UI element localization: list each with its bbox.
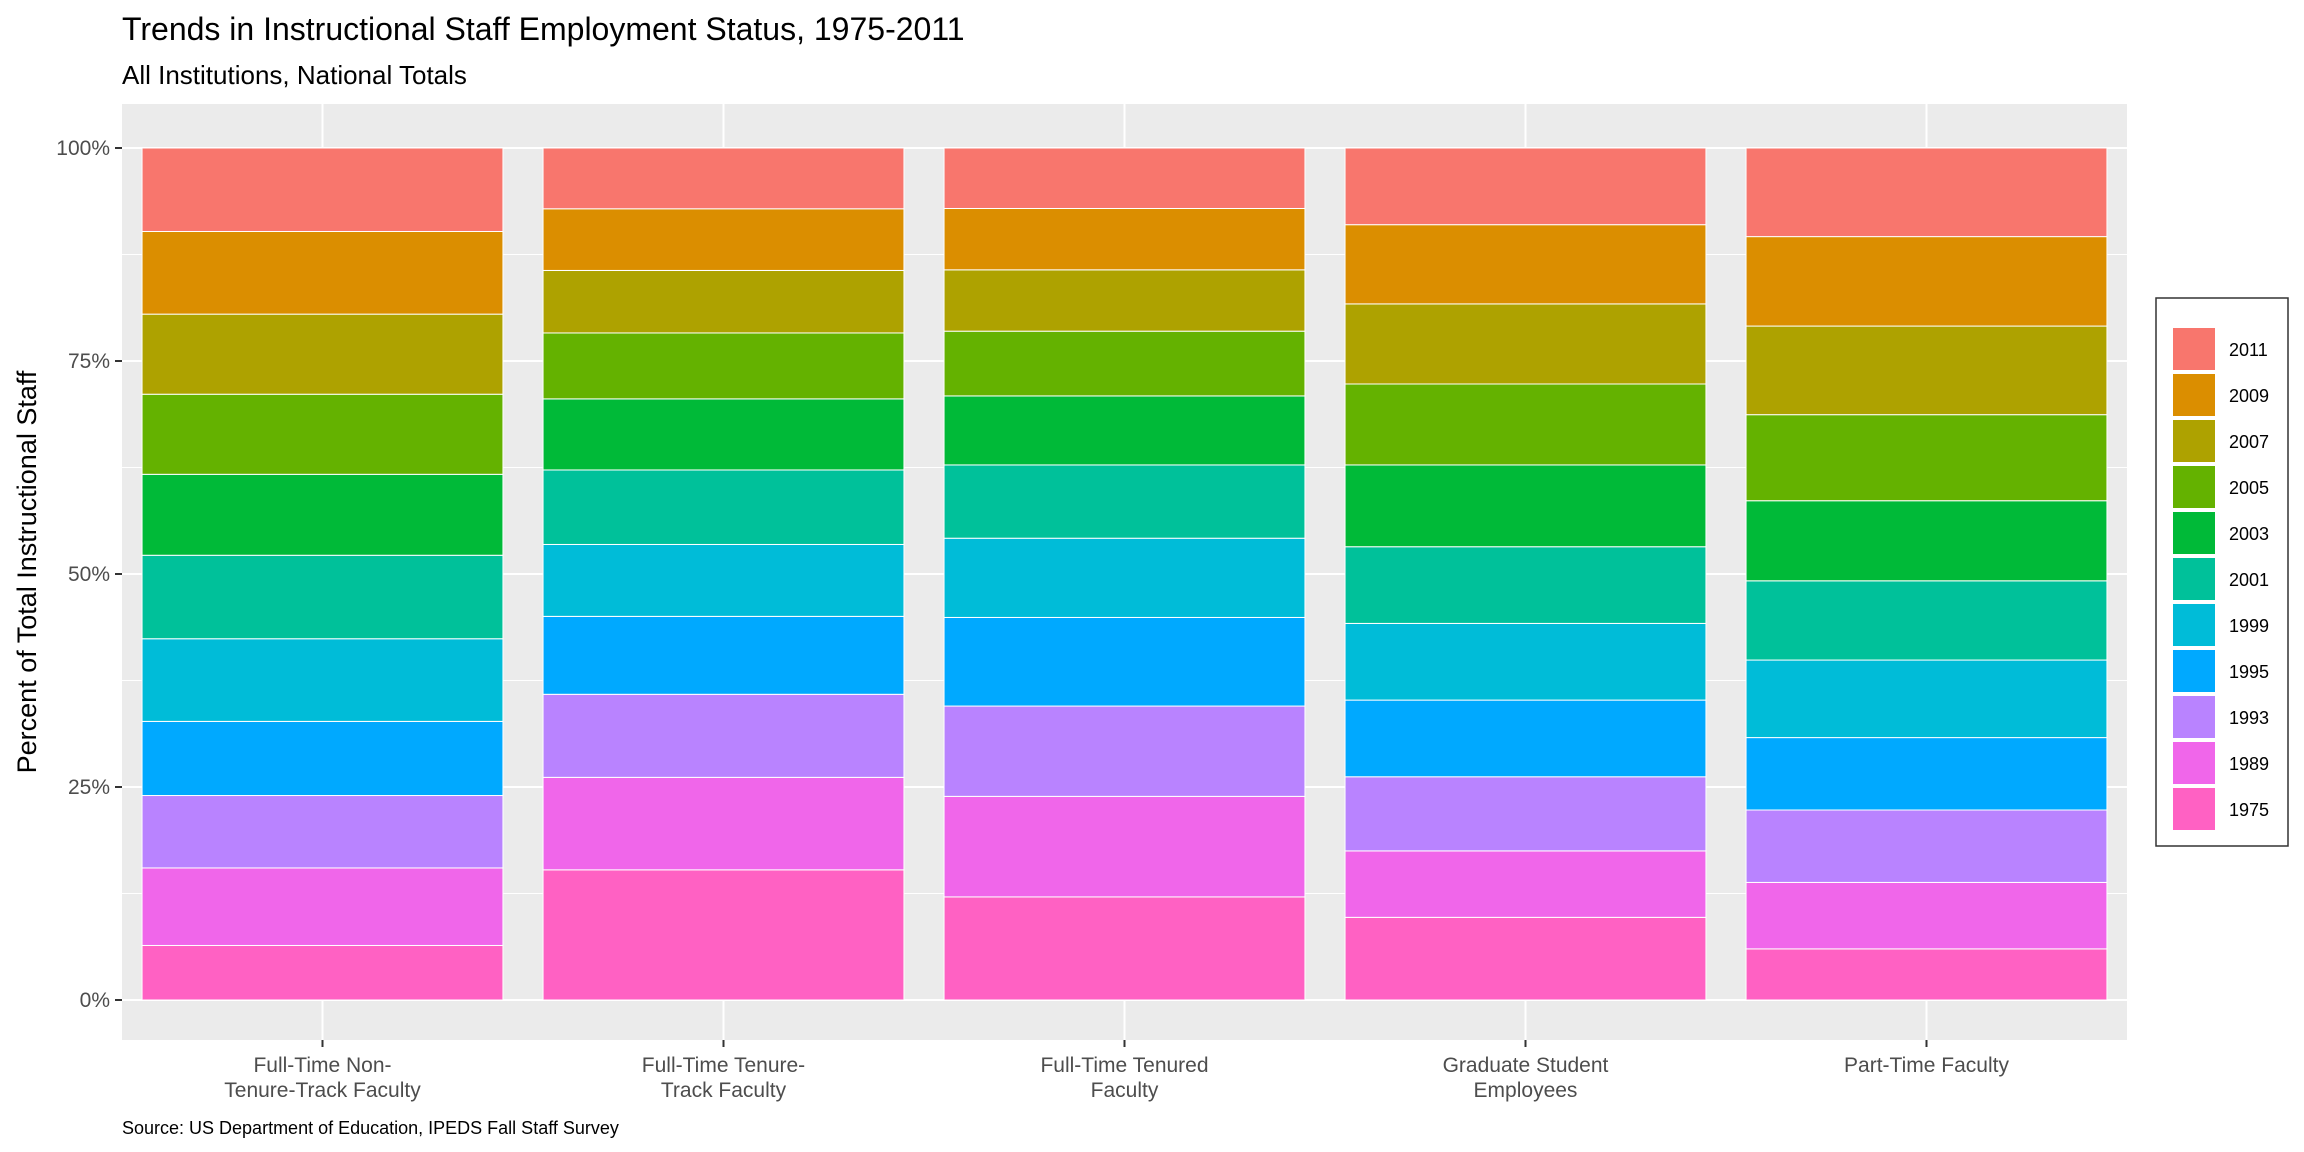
bar-segment-2005-5 [1745, 414, 2108, 502]
bar-segment-2003-5 [1745, 500, 2108, 582]
bar-segment-2009-1 [141, 230, 504, 315]
bar-segment-2011-2 [542, 147, 905, 210]
legend-key-1999 [2173, 604, 2215, 646]
bar-segment-1993-3 [943, 705, 1306, 797]
bar-segment-2011-1 [141, 147, 504, 232]
bar-segment-1975-5 [1745, 948, 2108, 1001]
y-tick-label: 25% [68, 776, 110, 799]
legend-label-1993: 1993 [2229, 708, 2269, 728]
bar-segment-2009-3 [943, 207, 1306, 271]
bars [141, 147, 2108, 1001]
bar-segment-2009-5 [1745, 236, 2108, 327]
bar-segment-2007-2 [542, 269, 905, 334]
legend-key-1989 [2173, 742, 2215, 784]
bar-segment-1995-3 [943, 616, 1306, 707]
y-tick-label: 0% [80, 989, 110, 1012]
bar-segment-1993-5 [1745, 809, 2108, 883]
bar-segment-1975-2 [542, 869, 905, 1001]
x-tick-label: Full-Time Tenured Faculty [1040, 1054, 1208, 1102]
legend-label-1999: 1999 [2229, 616, 2269, 636]
bar-segment-1993-1 [141, 795, 504, 869]
legend-key-2009 [2173, 374, 2215, 416]
bar-segment-1995-5 [1745, 737, 2108, 811]
bar-segment-1989-5 [1745, 881, 2108, 950]
bar-segment-1999-4 [1344, 622, 1707, 701]
x-tick-label: Graduate Student Employees [1443, 1054, 1609, 1102]
bar-segment-2009-4 [1344, 224, 1707, 305]
y-tick-label: 50% [68, 563, 110, 586]
y-axis: 0% 25% 50% 75% 100% [56, 137, 122, 1012]
bar-segment-1999-5 [1745, 659, 2108, 739]
bar-segment-2007-5 [1745, 325, 2108, 416]
bar-segment-2009-2 [542, 208, 905, 271]
bar-segment-1989-3 [943, 795, 1306, 898]
bar-segment-1995-1 [141, 720, 504, 797]
y-tick-label: 100% [56, 137, 110, 160]
bar-segment-2001-2 [542, 469, 905, 545]
bar-segment-1989-2 [542, 776, 905, 871]
legend-key-1995 [2173, 650, 2215, 692]
legend-key-1975 [2173, 788, 2215, 830]
bar-segment-2007-3 [943, 269, 1306, 332]
bar-segment-2005-2 [542, 332, 905, 400]
legend-label-1995: 1995 [2229, 662, 2269, 682]
legend-key-2001 [2173, 558, 2215, 600]
bar-segment-2001-4 [1344, 546, 1707, 624]
bar-segment-2001-1 [141, 554, 504, 640]
bar-segment-1995-2 [542, 615, 905, 695]
x-tick-label: Part-Time Faculty [1844, 1054, 2009, 1077]
y-tick-label: 75% [68, 350, 110, 373]
x-tick-label: Full-Time Tenure-Track Faculty [642, 1054, 805, 1102]
x-tick-label: Full-Time Non-Tenure-Track Faculty [224, 1054, 421, 1102]
bar-segment-2003-4 [1344, 464, 1707, 548]
bar-segment-2011-5 [1745, 147, 2108, 238]
legend-label-2011: 2011 [2229, 340, 2268, 360]
legend-label-2009: 2009 [2229, 386, 2269, 406]
bar-segment-2011-4 [1344, 147, 1707, 226]
bar-segment-2003-3 [943, 395, 1306, 466]
legend-label-1989: 1989 [2229, 754, 2269, 774]
legend-key-2005 [2173, 466, 2215, 508]
bar-segment-2003-2 [542, 398, 905, 471]
legend-key-1993 [2173, 696, 2215, 738]
bar-segment-2011-3 [943, 147, 1306, 209]
bar-segment-2007-1 [141, 313, 504, 395]
bar-segment-1975-4 [1344, 916, 1707, 1001]
bar-segment-1989-4 [1344, 850, 1707, 918]
chart-title: Trends in Instructional Staff Employment… [122, 11, 965, 47]
bar-segment-2005-3 [943, 330, 1306, 397]
legend-key-2007 [2173, 420, 2215, 462]
bar-segment-2005-4 [1344, 383, 1707, 466]
bar-segment-2005-1 [141, 393, 504, 475]
bar-segment-1999-3 [943, 537, 1306, 618]
bar-segment-2003-1 [141, 473, 504, 556]
y-axis-label: Percent of Total Instructional Staff [12, 370, 42, 773]
legend-key-2003 [2173, 512, 2215, 554]
legend-label-2005: 2005 [2229, 478, 2269, 498]
bar-segment-1993-4 [1344, 776, 1707, 852]
chart-subtitle: All Institutions, National Totals [122, 60, 467, 90]
bar-segment-1975-1 [141, 944, 504, 1001]
chart-caption: Source: US Department of Education, IPED… [122, 1118, 619, 1138]
bar-segment-1995-4 [1344, 699, 1707, 778]
legend-label-2001: 2001 [2229, 570, 2269, 590]
legend-key-2011 [2173, 328, 2215, 370]
bar-segment-1993-2 [542, 693, 905, 778]
bar-segment-2001-3 [943, 464, 1306, 539]
bar-segment-1999-2 [542, 543, 905, 617]
legend-label-1975: 1975 [2229, 800, 2269, 820]
x-axis: Full-Time Non-Tenure-Track Faculty Full-T… [224, 1040, 2009, 1102]
legend-label-2007: 2007 [2229, 432, 2269, 452]
bar-segment-1999-1 [141, 638, 504, 722]
bar-segment-1989-1 [141, 867, 504, 946]
bar-segment-1975-3 [943, 896, 1306, 1001]
bar-segment-2007-4 [1344, 303, 1707, 385]
bar-segment-2001-5 [1745, 580, 2108, 661]
legend: 2011 2009 2007 2005 2003 2001 1999 1995 1993 1989… [2155, 297, 2289, 847]
legend-label-2003: 2003 [2229, 524, 2269, 544]
